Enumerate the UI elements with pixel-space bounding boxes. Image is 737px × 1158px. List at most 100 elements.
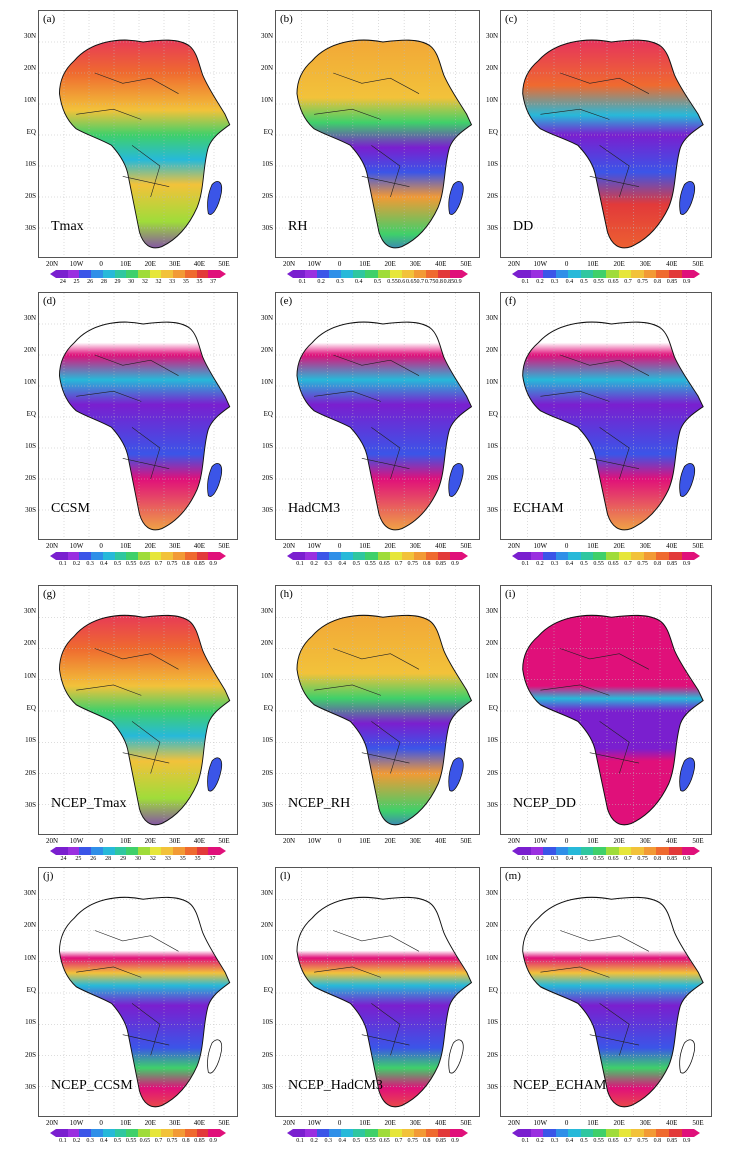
colorbar-segment	[389, 1129, 402, 1137]
colorbar-segment	[196, 552, 209, 560]
lat-label: 10N	[23, 96, 36, 104]
colorbar-tick: 0.85	[666, 561, 678, 567]
lat-label: 10S	[487, 1018, 498, 1027]
lat-label: EQ	[263, 985, 273, 994]
lon-label: 50E	[460, 260, 472, 268]
lat-label: EQ	[488, 128, 498, 136]
lon-label: 20E	[384, 260, 396, 268]
lat-label: 30S	[262, 506, 273, 514]
lat-label: 30N	[23, 607, 36, 615]
colorbar-segment	[208, 1129, 221, 1137]
colorbar-tick: 0.9	[682, 561, 691, 567]
colorbar-tick: 35	[194, 856, 201, 862]
map-frame: (f) ECHAM	[500, 292, 712, 540]
coastline	[296, 896, 473, 1108]
lon-label: 20E	[144, 837, 156, 845]
colorbar-ticks: 0.1 0.2 0.3 0.4 0.5 0.55 0.65 0.7 0.75 0.8 0.85 0.9	[518, 561, 694, 570]
map-svg	[276, 11, 479, 257]
colorbar-segment	[173, 270, 185, 278]
lon-label: 20N	[507, 1119, 521, 1127]
lat-label: EQ	[263, 410, 273, 418]
colorbar-tick: 0.65	[608, 1138, 619, 1144]
lat-label: 10N	[485, 378, 498, 386]
colorbar-tick: 0.4	[565, 561, 574, 567]
panel-label: NCEP_RH	[288, 796, 351, 811]
colorbar-segment	[329, 270, 342, 278]
country-borders	[76, 354, 179, 480]
madagascar	[679, 463, 696, 497]
lon-labels: 20N 10W 0 10E 20E 30E 40E 50E	[500, 260, 712, 270]
lon-label: 50E	[692, 837, 704, 845]
country-borders	[540, 648, 650, 774]
colorbar-segment	[518, 847, 531, 855]
colorbar-tick: 0.8	[423, 561, 431, 567]
colorbar	[287, 552, 468, 560]
colorbar-segment	[79, 847, 92, 855]
colorbar-tick: 0.7	[154, 1138, 163, 1144]
lat-label: 30N	[485, 32, 498, 40]
madagascar	[679, 757, 696, 792]
lat-label: 30S	[25, 506, 36, 514]
colorbar-segment	[341, 1129, 354, 1137]
colorbar	[512, 270, 700, 278]
colorbar-tick: 29	[114, 279, 121, 285]
colorbar-tick: 0.3	[324, 1138, 332, 1144]
colorbar-tick: 28	[105, 856, 112, 862]
colorbar-segment	[173, 1129, 185, 1137]
lat-label: 20N	[23, 64, 36, 72]
colorbar-segment	[196, 270, 209, 278]
lat-label: 30S	[487, 506, 498, 514]
colorbar-tick: 0.2	[536, 856, 544, 862]
lon-label: 30E	[409, 837, 422, 845]
lat-label: 30S	[25, 1082, 36, 1091]
colorbar-segment	[668, 552, 682, 560]
panel-label: NCEP_Tmax	[51, 796, 127, 811]
colorbar-segment	[114, 552, 127, 560]
lon-label: 20N	[45, 1119, 59, 1127]
colorbar-segment	[555, 270, 569, 278]
colorbar-segment	[643, 552, 657, 560]
lon-labels: 20N 10W 0 10E 20E 30E 40E 50E	[38, 542, 238, 552]
lat-label: 10N	[485, 96, 498, 104]
lat-label: 20S	[487, 768, 498, 777]
map-frame: (d) CCSM	[38, 292, 238, 540]
panel-letter: (j)	[43, 870, 54, 882]
lon-label: 0	[337, 542, 342, 550]
colorbar-tick: 0.7	[394, 1138, 403, 1144]
panel-letter: (b)	[280, 13, 293, 25]
lat-label: 30N	[260, 889, 273, 897]
lon-label: 30E	[639, 837, 652, 845]
lon-label: 50E	[218, 542, 230, 550]
colorbar-tick: 0.1	[296, 561, 304, 567]
colorbar-tick: 35	[196, 279, 203, 285]
colorbar	[50, 270, 226, 278]
panel-letter: (i)	[505, 588, 516, 600]
colorbar-tick: 33	[169, 279, 176, 285]
lat-label: 10S	[487, 736, 498, 745]
lon-label: 10E	[120, 542, 132, 550]
colorbar-segment	[681, 552, 695, 560]
panel-letter: (l)	[280, 870, 291, 882]
panel-letter: (g)	[43, 588, 56, 600]
lon-label: 30E	[639, 542, 652, 550]
lon-label: 40E	[435, 837, 447, 845]
colorbar-segment	[293, 1129, 306, 1137]
country-borders	[314, 72, 420, 198]
lon-label: 20E	[384, 1119, 396, 1127]
lon-label: 40E	[666, 260, 678, 268]
colorbar-segment	[593, 552, 607, 560]
colorbar-segment	[126, 270, 139, 278]
map-frame: (e) HadCM3	[275, 292, 480, 540]
lon-label: 10W	[307, 1119, 322, 1127]
lat-label: 10S	[262, 736, 273, 745]
lon-label: 0	[99, 542, 103, 550]
colorbar-segment	[67, 847, 80, 855]
lat-label: 20N	[485, 639, 498, 648]
lon-label: 40E	[666, 837, 678, 845]
lat-label: 30S	[487, 1082, 498, 1091]
colorbar-tick: 0.3	[336, 279, 344, 285]
colorbar-tick: 30	[135, 856, 141, 862]
lat-label: 30N	[23, 889, 36, 897]
lon-label: 40E	[193, 1119, 206, 1127]
colorbar-segment	[79, 1129, 92, 1137]
